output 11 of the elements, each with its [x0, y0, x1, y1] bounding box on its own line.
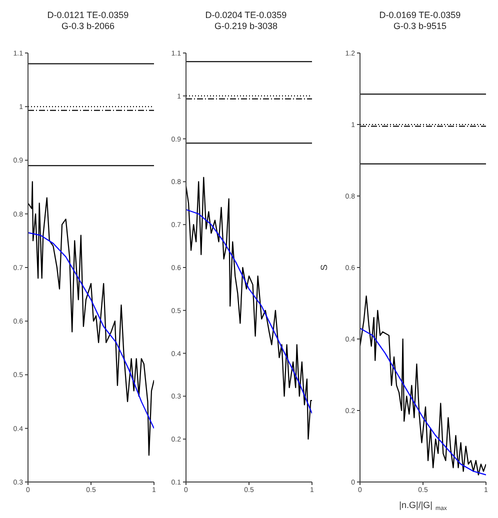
x-axis-title: |n.G|/|G|$_{max}$ — [399, 500, 447, 512]
line-series — [186, 176, 312, 440]
chart-title: D-0.0169 TE-0.0359 G-0.3 b-9515 — [378, 10, 462, 32]
line-series — [186, 209, 312, 414]
line-series — [28, 232, 154, 429]
line-series — [360, 296, 486, 476]
chart-title: D-0.0204 TE-0.0359 G-0.219 b-3038 — [204, 10, 288, 32]
line-series — [360, 328, 486, 476]
line-series — [28, 181, 154, 456]
y-axis-title: S — [319, 264, 329, 271]
chart-title: D-0.0121 TE-0.0359 G-0.3 b-2066 — [46, 10, 130, 32]
